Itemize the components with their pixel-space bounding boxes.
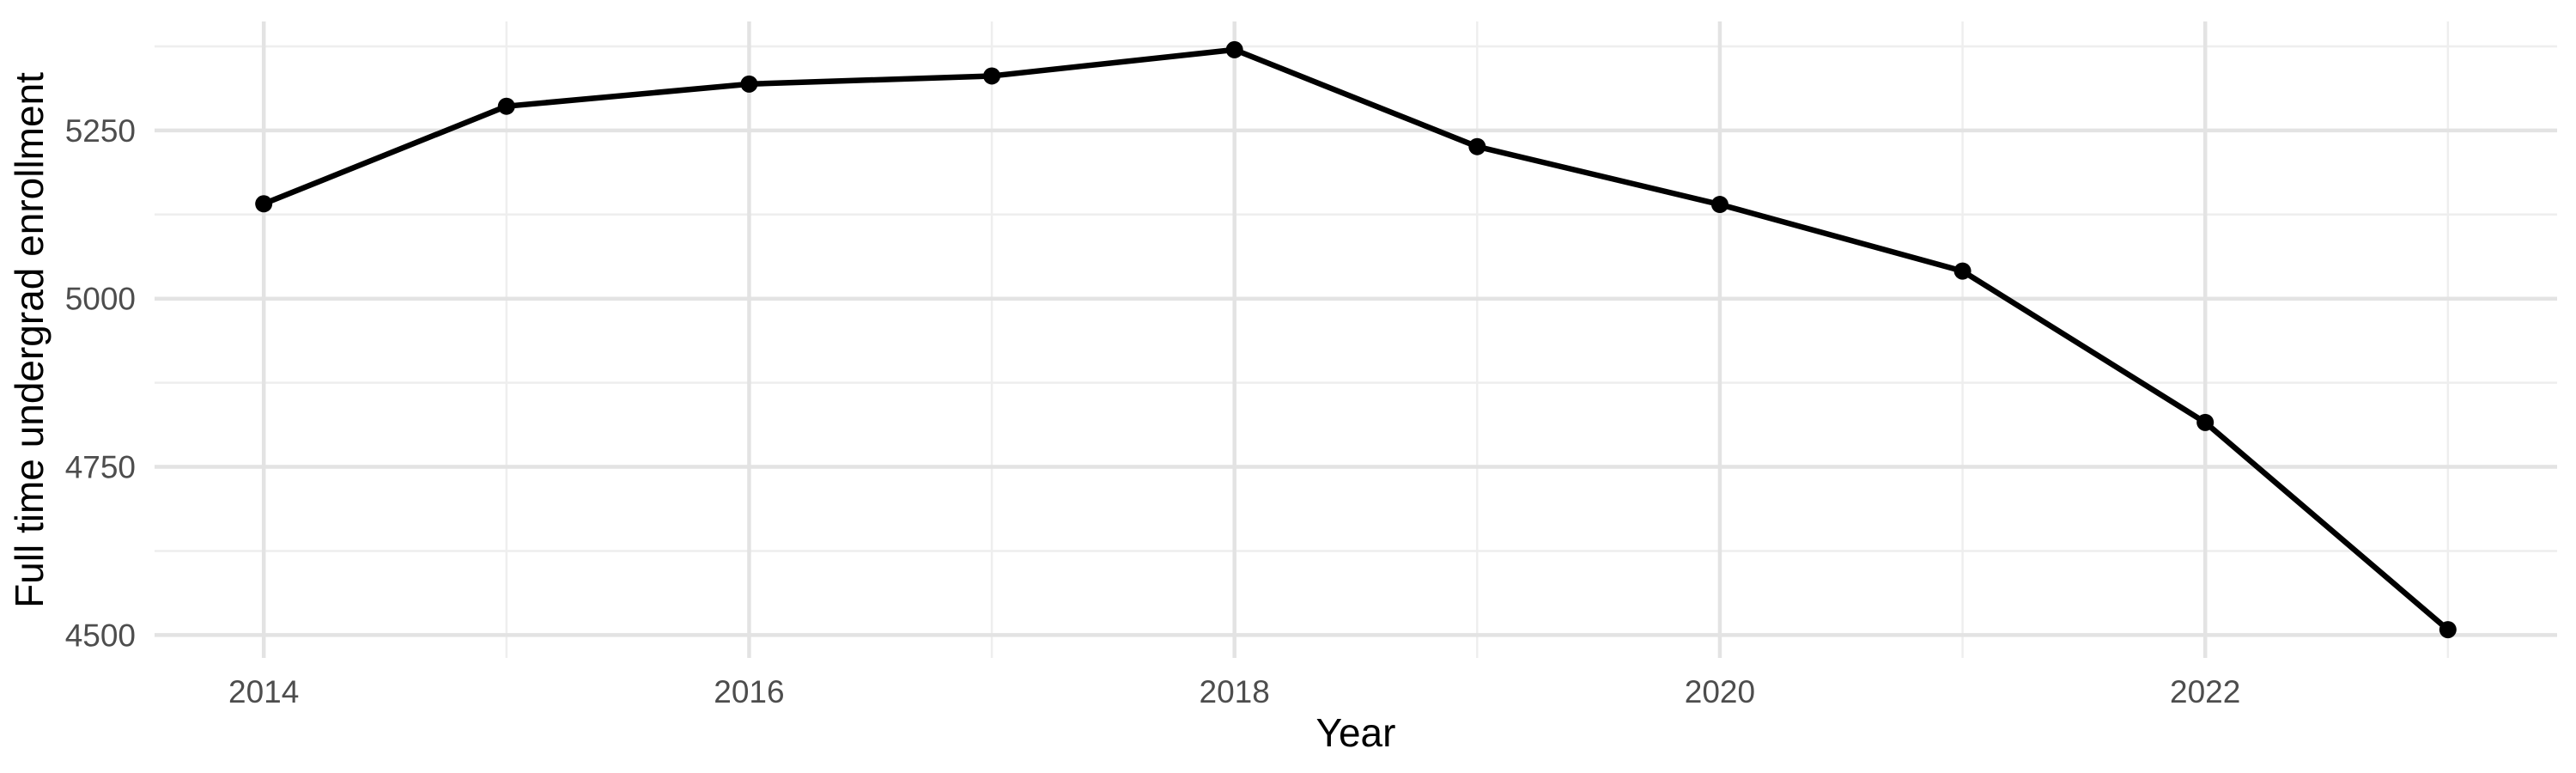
series-points xyxy=(255,40,2457,639)
y-tick-label-4500: 4500 xyxy=(65,618,136,653)
y-axis-title: Full time undergrad enrollment xyxy=(7,72,52,608)
data-point-2022 xyxy=(2196,413,2215,431)
data-point-2014 xyxy=(255,195,273,213)
data-point-2016 xyxy=(740,75,758,93)
x-tick-label-2016: 2016 xyxy=(714,674,784,709)
data-point-2017 xyxy=(983,67,1001,85)
y-tick-label-5250: 5250 xyxy=(65,113,136,149)
y-axis-tick-labels: 4500 4750 5000 5250 xyxy=(65,113,136,653)
data-point-2019 xyxy=(1468,137,1486,155)
x-axis-title: Year xyxy=(1316,710,1396,755)
data-point-2021 xyxy=(1953,262,1971,280)
series-line xyxy=(262,46,2450,632)
grid-minor xyxy=(155,21,2557,658)
grid-major xyxy=(155,21,2557,658)
enrollment-series-line xyxy=(262,46,2450,632)
x-tick-label-2020: 2020 xyxy=(1685,674,1755,709)
data-point-2020 xyxy=(1710,196,1728,214)
data-point-2015 xyxy=(497,97,515,115)
x-tick-label-2014: 2014 xyxy=(228,674,299,709)
x-tick-label-2022: 2022 xyxy=(2170,674,2240,709)
x-axis-tick-labels: 2014 2016 2018 2020 2022 xyxy=(228,674,2240,709)
x-tick-label-2018: 2018 xyxy=(1200,674,1270,709)
data-point-2023 xyxy=(2439,621,2457,639)
data-point-2018 xyxy=(1225,40,1243,58)
y-tick-label-4750: 4750 xyxy=(65,450,136,485)
y-tick-label-5000: 5000 xyxy=(65,282,136,317)
